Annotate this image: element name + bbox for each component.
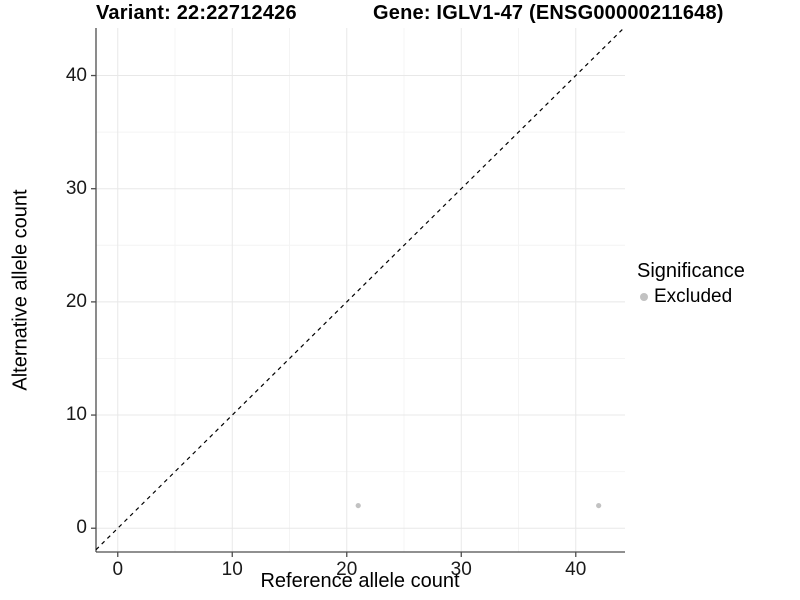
data-point: [596, 502, 602, 509]
plot-title-variant: Variant: 22:22712426: [96, 2, 297, 24]
x-tick-label: 40: [565, 559, 587, 580]
plot-title-gene: Gene: IGLV1-47 (ENSG00000211648): [373, 2, 724, 24]
y-tick-label: 10: [65, 404, 87, 426]
x-tick-label: 20: [336, 559, 358, 580]
legend-title: Significance: [637, 260, 745, 282]
legend: Significance Excluded: [637, 260, 745, 308]
x-tick-label: 30: [450, 559, 472, 580]
y-tick-label: 0: [76, 517, 87, 539]
y-axis-title: Alternative allele count: [9, 189, 32, 391]
identity-line: [95, 27, 625, 551]
x-tick-label: 0: [112, 559, 124, 580]
x-tick-label: 10: [221, 559, 243, 580]
y-tick-label: 40: [65, 64, 87, 86]
legend-item-excluded: Excluded: [640, 286, 745, 308]
x-axis-title: Reference allele count: [260, 570, 460, 592]
legend-item-label: Excluded: [654, 286, 733, 307]
data-point: [355, 502, 361, 509]
excluded-point-swatch: [640, 293, 648, 301]
y-tick-label: 30: [65, 177, 87, 199]
y-tick-label: 20: [65, 290, 87, 312]
